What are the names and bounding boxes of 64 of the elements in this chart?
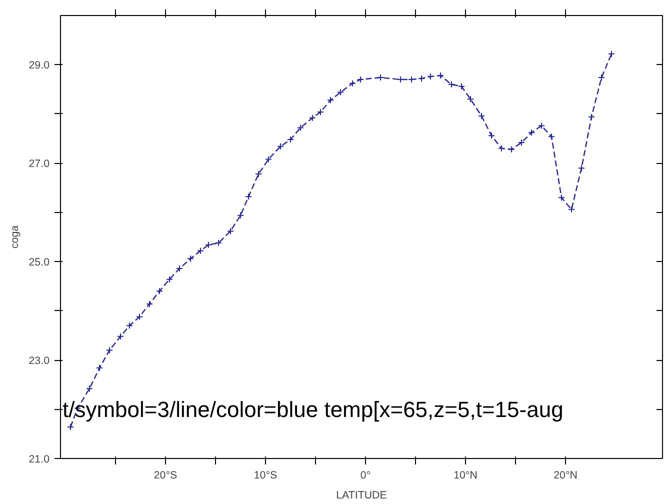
point [467,96,474,103]
annotation: t/symbol=3/line/color=blue temp[x=65,z=5,t=15-aug [62,396,564,422]
point [176,265,183,272]
point [166,276,173,283]
x-tick-label: 20°S [154,470,178,482]
point [408,76,415,83]
point [287,136,294,144]
point [317,108,324,116]
x-axis-title: LATITUDE [336,490,387,502]
point [227,228,234,235]
point [518,138,525,146]
y-tick-label: 27.0 [28,158,50,170]
point [237,212,244,219]
point [598,74,605,82]
point [277,142,284,150]
point [528,129,535,136]
point [67,424,74,430]
x-tick-label: 0° [360,470,371,482]
point [427,73,434,80]
point [588,113,595,120]
point [297,124,304,132]
point [437,72,444,80]
y-axis-title: coga [8,225,21,249]
point [498,144,505,152]
y-tick-label: 23.0 [28,355,50,368]
point [187,255,194,262]
point [478,112,485,120]
point [96,364,103,372]
point [349,80,356,87]
point [578,164,585,172]
y-tick-label: 29.0 [28,60,50,72]
point [608,50,615,58]
point [418,75,425,82]
point [548,133,555,140]
point [205,241,212,248]
point [327,96,334,104]
point [126,322,133,330]
point [265,156,272,163]
point [448,80,455,88]
point [255,170,262,178]
point [377,74,384,82]
point [458,82,465,90]
point [117,332,124,340]
point [86,385,93,392]
point [245,193,252,200]
point [146,300,153,308]
y-tick-label: 25.0 [28,256,50,269]
point [568,206,575,213]
point [106,346,113,354]
point [337,88,344,96]
point [215,239,222,246]
point [357,76,364,83]
point [558,194,565,202]
point [508,146,515,153]
point [309,114,316,122]
x-tick-label: 10°S [254,470,278,482]
point [136,313,143,320]
x-tick-label: 20°N [554,470,578,482]
x-tick-label: 10°N [454,470,478,482]
point [156,288,163,295]
y-tick-label: 21.0 [28,454,50,466]
point [488,132,495,140]
point [197,247,204,254]
point [538,122,545,130]
